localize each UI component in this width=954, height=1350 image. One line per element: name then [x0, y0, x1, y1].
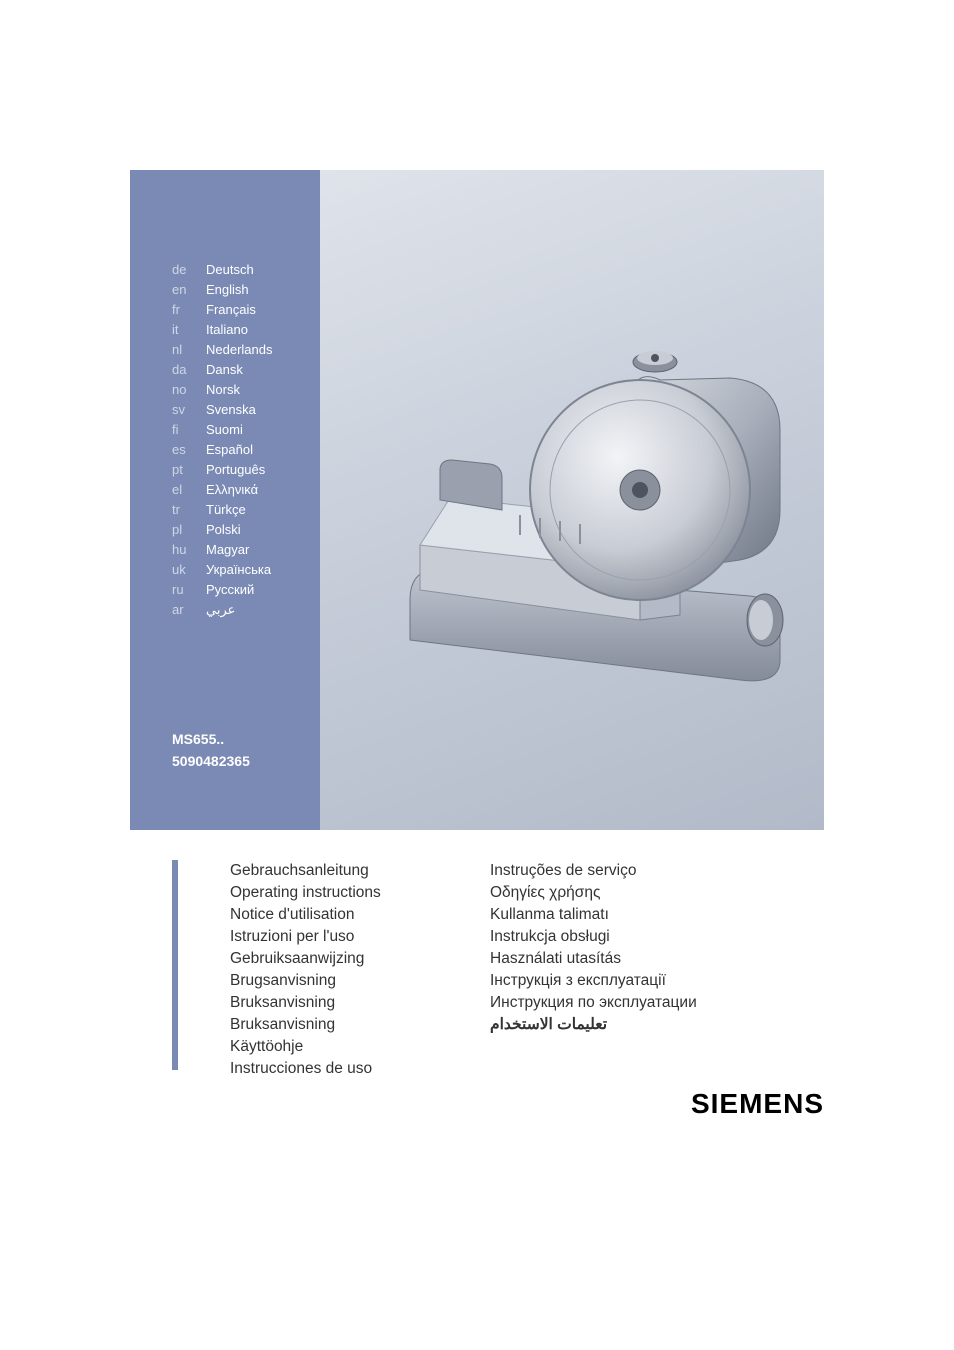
product-image-panel: [320, 170, 824, 830]
language-name: Türkçe: [206, 500, 246, 520]
manual-title: Notice d'utilisation: [230, 904, 381, 926]
language-list: deDeutschenEnglishfrFrançaisitItalianonl…: [172, 260, 320, 620]
language-name: Suomi: [206, 420, 243, 440]
language-row: noNorsk: [172, 380, 320, 400]
manual-title: Инструкция по эксплуатации: [490, 992, 697, 1014]
language-name: عربي: [206, 600, 235, 620]
document-number: 5090482365: [172, 750, 250, 772]
model-info: MS655.. 5090482365: [172, 728, 250, 772]
language-code: es: [172, 440, 206, 460]
language-name: Українська: [206, 560, 271, 580]
language-row: arعربي: [172, 600, 320, 620]
language-row: ptPortuguês: [172, 460, 320, 480]
manual-title: Instruções de serviço: [490, 860, 697, 882]
manual-title: Gebruiksaanwijzing: [230, 948, 381, 970]
language-code: pl: [172, 520, 206, 540]
language-name: Norsk: [206, 380, 240, 400]
language-code: it: [172, 320, 206, 340]
accent-bar: [172, 860, 178, 1070]
language-row: ukУкраїнська: [172, 560, 320, 580]
language-code: pt: [172, 460, 206, 480]
language-name: English: [206, 280, 249, 300]
language-code: el: [172, 480, 206, 500]
manual-title: Instrukcja obsługi: [490, 926, 697, 948]
language-code: da: [172, 360, 206, 380]
model-number: MS655..: [172, 728, 250, 750]
manual-title: Gebrauchsanleitung: [230, 860, 381, 882]
language-row: deDeutsch: [172, 260, 320, 280]
language-row: daDansk: [172, 360, 320, 380]
language-row: elΕλληνικά: [172, 480, 320, 500]
language-code: tr: [172, 500, 206, 520]
language-row: trTürkçe: [172, 500, 320, 520]
brand-logo: SIEMENS: [691, 1088, 824, 1120]
language-name: Português: [206, 460, 265, 480]
language-code: fi: [172, 420, 206, 440]
language-name: Ελληνικά: [206, 480, 258, 500]
language-code: fr: [172, 300, 206, 320]
language-row: plPolski: [172, 520, 320, 540]
language-code: ar: [172, 600, 206, 620]
language-row: esEspañol: [172, 440, 320, 460]
manual-title: Інструкція з експлуатації: [490, 970, 697, 992]
language-name: Magyar: [206, 540, 249, 560]
language-row: svSvenska: [172, 400, 320, 420]
manual-titles-left-column: GebrauchsanleitungOperating instructions…: [230, 860, 381, 1080]
language-row: ruРусский: [172, 580, 320, 600]
language-name: Русский: [206, 580, 254, 600]
manual-titles-right-column: Instruções de serviçoΟδηγίες χρήσηςKulla…: [490, 860, 697, 1036]
titles-panel: GebrauchsanleitungOperating instructions…: [130, 830, 824, 1180]
language-code: hu: [172, 540, 206, 560]
manual-title: Bruksanvisning: [230, 1014, 381, 1036]
manual-title: Instrucciones de uso: [230, 1058, 381, 1080]
manual-title: Használati utasítás: [490, 948, 697, 970]
language-row: frFrançais: [172, 300, 320, 320]
language-row: itItaliano: [172, 320, 320, 340]
manual-title: تعليمات الاستخدام: [490, 1014, 697, 1036]
language-name: Français: [206, 300, 256, 320]
food-slicer-illustration: [380, 320, 800, 740]
language-code: no: [172, 380, 206, 400]
language-name: Español: [206, 440, 253, 460]
language-code: ru: [172, 580, 206, 600]
manual-title: Οδηγίες χρήσης: [490, 882, 697, 904]
language-row: huMagyar: [172, 540, 320, 560]
manual-title: Käyttöohje: [230, 1036, 381, 1058]
manual-title: Operating instructions: [230, 882, 381, 904]
manual-title: Bruksanvisning: [230, 992, 381, 1014]
language-row: enEnglish: [172, 280, 320, 300]
language-name: Nederlands: [206, 340, 273, 360]
manual-title: Brugsanvisning: [230, 970, 381, 992]
language-name: Polski: [206, 520, 241, 540]
language-name: Svenska: [206, 400, 256, 420]
language-list-panel: deDeutschenEnglishfrFrançaisitItalianonl…: [130, 170, 320, 830]
language-code: en: [172, 280, 206, 300]
language-name: Dansk: [206, 360, 243, 380]
language-name: Italiano: [206, 320, 248, 340]
language-row: fiSuomi: [172, 420, 320, 440]
language-row: nlNederlands: [172, 340, 320, 360]
language-code: sv: [172, 400, 206, 420]
language-code: uk: [172, 560, 206, 580]
language-code: nl: [172, 340, 206, 360]
language-name: Deutsch: [206, 260, 254, 280]
language-code: de: [172, 260, 206, 280]
manual-title: Kullanma talimatı: [490, 904, 697, 926]
manual-cover-page: deDeutschenEnglishfrFrançaisitItalianonl…: [130, 170, 824, 1180]
manual-title: Istruzioni per l'uso: [230, 926, 381, 948]
